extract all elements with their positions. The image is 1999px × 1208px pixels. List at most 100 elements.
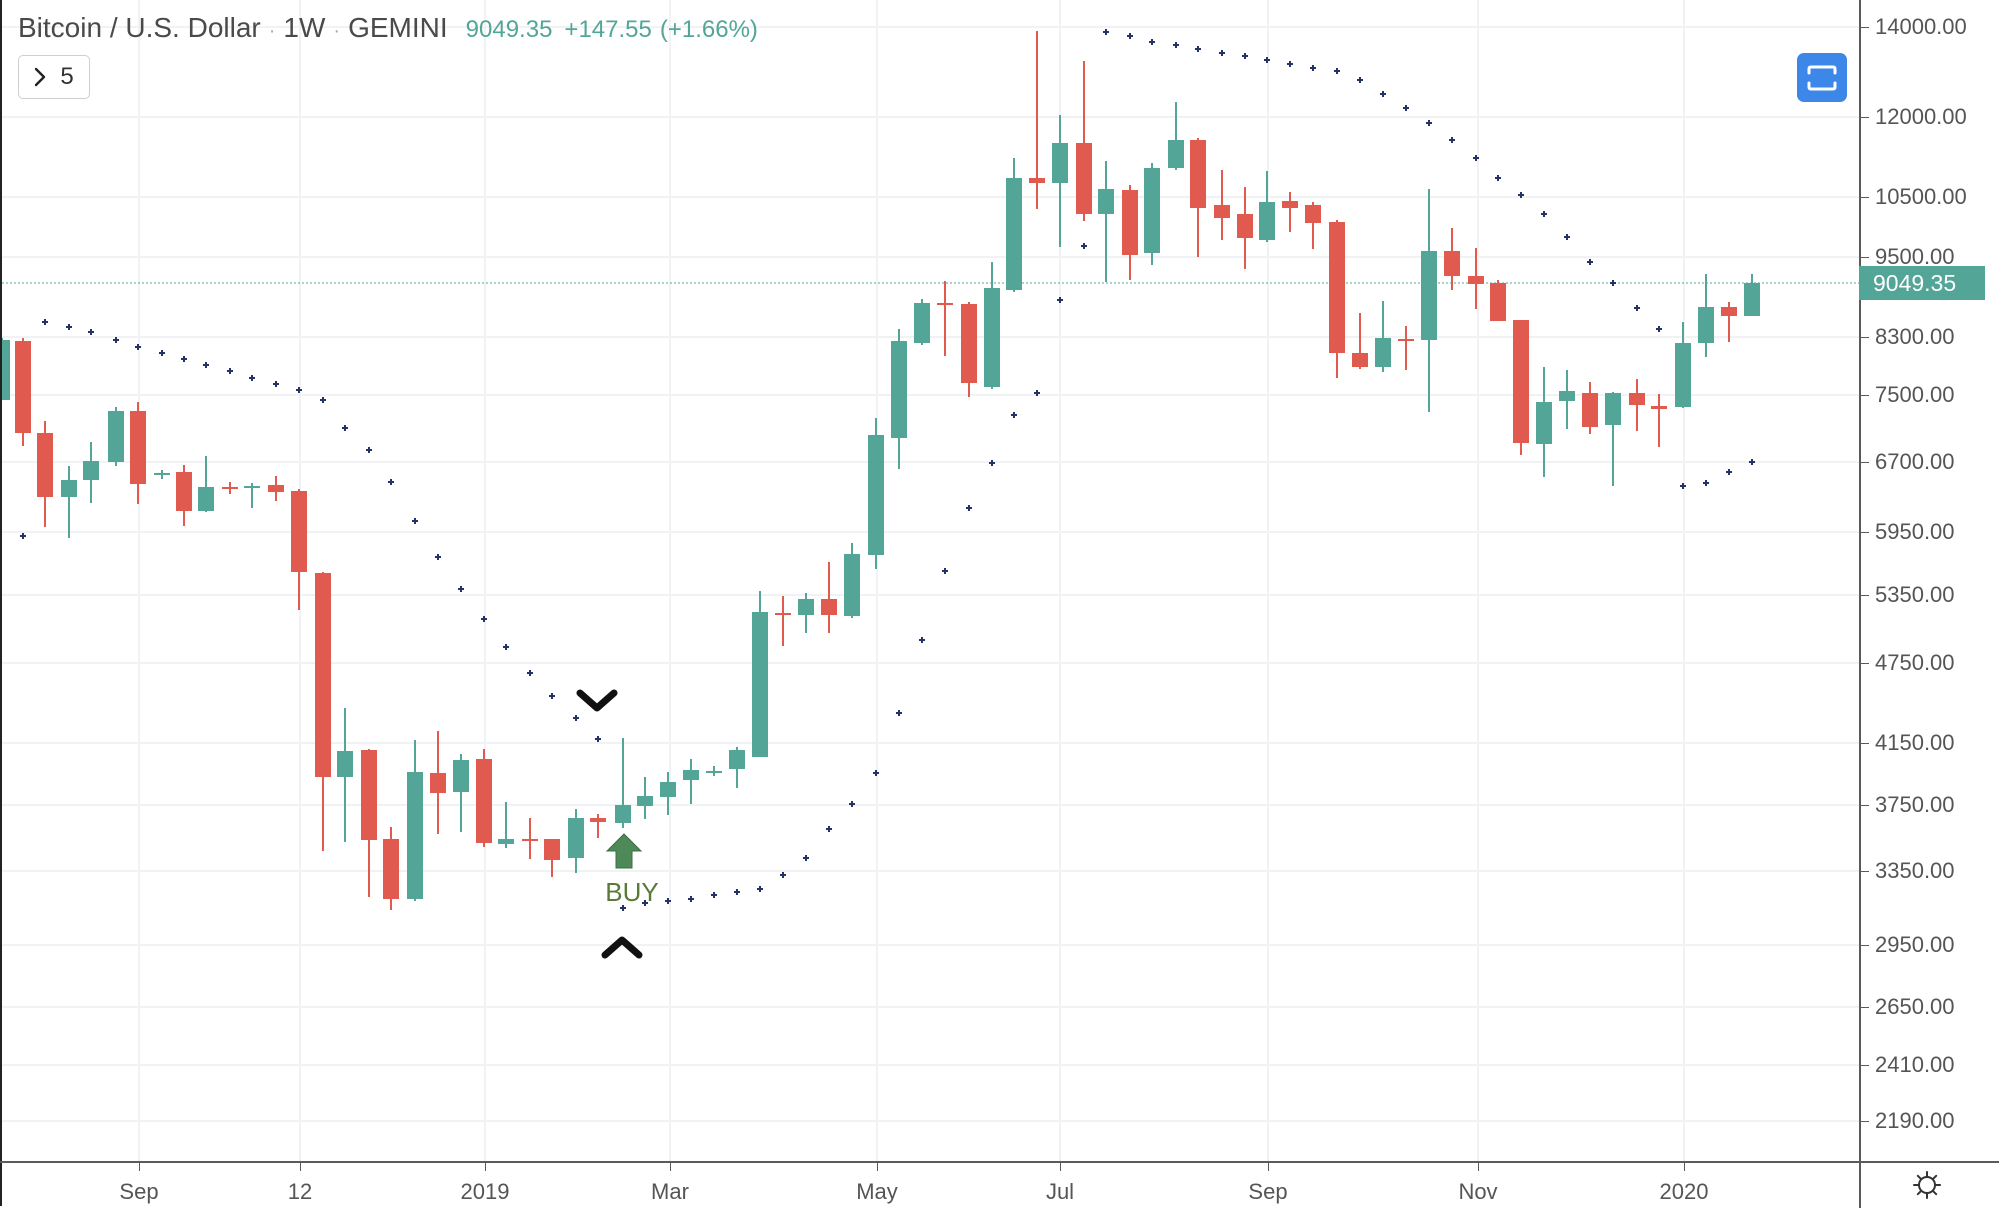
sar-dot	[1173, 42, 1179, 48]
fullscreen-icon	[1807, 65, 1837, 90]
candle-body	[83, 461, 99, 480]
sar-dot	[1703, 480, 1709, 486]
interval[interactable]: 1W	[283, 12, 326, 43]
sar-dot	[595, 736, 601, 742]
sar-dot	[42, 319, 48, 325]
sar-dot	[1264, 57, 1270, 63]
sar-dot	[203, 362, 209, 368]
candle-body	[1098, 189, 1114, 214]
price-tick	[1861, 27, 1869, 28]
time-tick	[877, 1163, 878, 1171]
time-tick-label: 2019	[460, 1179, 510, 1204]
candle-body	[729, 750, 745, 769]
candle-body	[430, 773, 446, 793]
sar-dot	[757, 886, 763, 892]
candle-body	[544, 839, 560, 860]
price-tick	[1861, 945, 1869, 946]
sar-dot	[320, 397, 326, 403]
candle-body	[1513, 320, 1529, 443]
buy-label: BUY	[605, 877, 658, 907]
sar-dot	[896, 710, 902, 716]
candle-body	[1076, 143, 1092, 214]
price-tick-label: 12000.00	[1875, 104, 1967, 129]
sar-dot	[780, 872, 786, 878]
sar-dot	[1081, 243, 1087, 249]
price-tick-label: 2190.00	[1875, 1108, 1955, 1133]
candle-body	[522, 839, 538, 841]
candle-body	[453, 760, 469, 792]
price-tick-label: 7500.00	[1875, 382, 1955, 407]
price-tick-label: 2410.00	[1875, 1052, 1955, 1077]
sar-dot	[342, 425, 348, 431]
time-axis[interactable]: Sep 12 2019 Mar May Jul Sep Nov 2020	[0, 1161, 1859, 1208]
sar-dot	[1749, 459, 1755, 465]
time-tick	[1060, 1163, 1061, 1171]
sar-dot	[1219, 50, 1225, 56]
candle-body	[1214, 205, 1230, 218]
sar-dot	[273, 381, 279, 387]
candle-body	[1168, 140, 1184, 168]
candle-body	[1352, 353, 1368, 367]
time-tick-label: 2020	[1659, 1179, 1709, 1204]
candle-body	[15, 341, 31, 433]
candle-body	[1582, 393, 1598, 427]
indicators-count: 5	[60, 63, 74, 90]
price-tick	[1861, 257, 1869, 258]
sar-dot	[1357, 77, 1363, 83]
time-tick-label: May	[856, 1179, 898, 1204]
sar-dot	[1057, 297, 1063, 303]
candle-body	[361, 750, 377, 840]
candlestick-chart: BUY	[2, 0, 1859, 1163]
candle-body	[176, 472, 192, 511]
sar-dot	[989, 460, 995, 466]
candle-body	[154, 473, 170, 475]
candle-body	[61, 480, 77, 497]
candle-body	[130, 411, 146, 484]
sar-dot	[1495, 175, 1501, 181]
sar-dot	[1634, 305, 1640, 311]
price-tick	[1861, 117, 1869, 118]
candle-body	[984, 288, 1000, 387]
sar-dot	[1587, 259, 1593, 265]
plot-area[interactable]: BUY	[2, 0, 1859, 1163]
time-tick	[1268, 1163, 1269, 1171]
sar-dot	[296, 387, 302, 393]
sar-dot	[1518, 192, 1524, 198]
fullscreen-button[interactable]	[1797, 53, 1847, 102]
price-tick	[1861, 1121, 1869, 1122]
candle-body	[268, 485, 284, 492]
symbol-name[interactable]: Bitcoin / U.S. Dollar	[18, 12, 261, 43]
price-tick	[1861, 1007, 1869, 1008]
sar-dot	[803, 855, 809, 861]
candle-body	[1536, 402, 1552, 444]
sar-dot	[919, 637, 925, 643]
candle-body	[821, 599, 837, 615]
candle-body	[476, 759, 492, 843]
candle-body	[291, 491, 307, 572]
candle-body	[1605, 393, 1621, 425]
settings-gear-icon[interactable]	[1912, 1170, 1942, 1200]
sar-dot	[366, 447, 372, 453]
sar-dot	[826, 826, 832, 832]
price-tick-label: 2650.00	[1875, 994, 1955, 1019]
price-axis[interactable]: 14000.00 12000.00 10500.00 9500.00 8300.00 75…	[1859, 0, 1999, 1163]
sar-dot	[1149, 39, 1155, 45]
sar-dot	[1449, 137, 1455, 143]
candle-body	[1651, 406, 1667, 409]
candle-body	[1144, 168, 1160, 253]
candle-body	[891, 341, 907, 438]
price-tick	[1861, 871, 1869, 872]
price-tick	[1861, 595, 1869, 596]
indicators-toggle-button[interactable]: 5	[18, 55, 90, 99]
chevron-right-icon	[35, 67, 46, 87]
sar-dot	[1610, 280, 1616, 286]
candle-body	[383, 839, 399, 899]
sar-dot	[688, 896, 694, 902]
sar-dot	[665, 898, 671, 904]
candle-body	[1675, 343, 1691, 407]
sar-dot	[481, 616, 487, 622]
candle-body	[198, 487, 214, 511]
sar-dot	[20, 533, 26, 539]
price-tick-label: 9500.00	[1875, 244, 1955, 269]
candle-body	[244, 486, 260, 488]
